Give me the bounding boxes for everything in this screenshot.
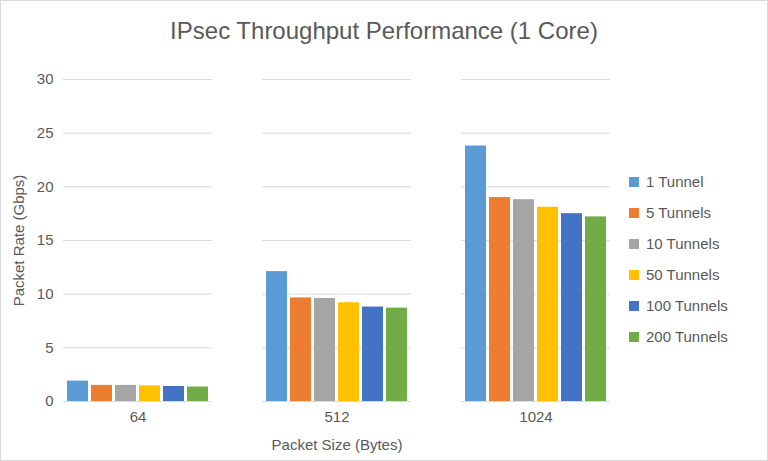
svg-text:5: 5: [45, 339, 53, 356]
svg-text:10: 10: [37, 285, 54, 302]
html-text:10 Tunnels: 10 Tunnels: [646, 235, 720, 252]
svg-text:25: 25: [37, 124, 54, 141]
svg-text:15: 15: [37, 231, 54, 248]
svg-text:0: 0: [45, 392, 53, 409]
svg-text:Packet Size (Bytes): Packet Size (Bytes): [272, 436, 403, 453]
html-text:5 Tunnels: 5 Tunnels: [646, 204, 711, 221]
html-text:IPsec Throughput Performance (: IPsec Throughput Performance (1 Core): [170, 17, 598, 44]
html-text:200 Tunnels: 200 Tunnels: [646, 328, 728, 345]
svg-text:Packet Rate (Gbps): Packet Rate (Gbps): [10, 175, 27, 307]
html-text:1 Tunnel: 1 Tunnel: [646, 173, 704, 190]
svg-text:64: 64: [130, 408, 147, 425]
svg-text:1024: 1024: [519, 408, 552, 425]
svg-text:30: 30: [37, 70, 54, 87]
svg-text:512: 512: [324, 408, 349, 425]
html-text:100 Tunnels: 100 Tunnels: [646, 297, 728, 314]
svg-text:20: 20: [37, 178, 54, 195]
html-text:50 Tunnels: 50 Tunnels: [646, 266, 720, 283]
